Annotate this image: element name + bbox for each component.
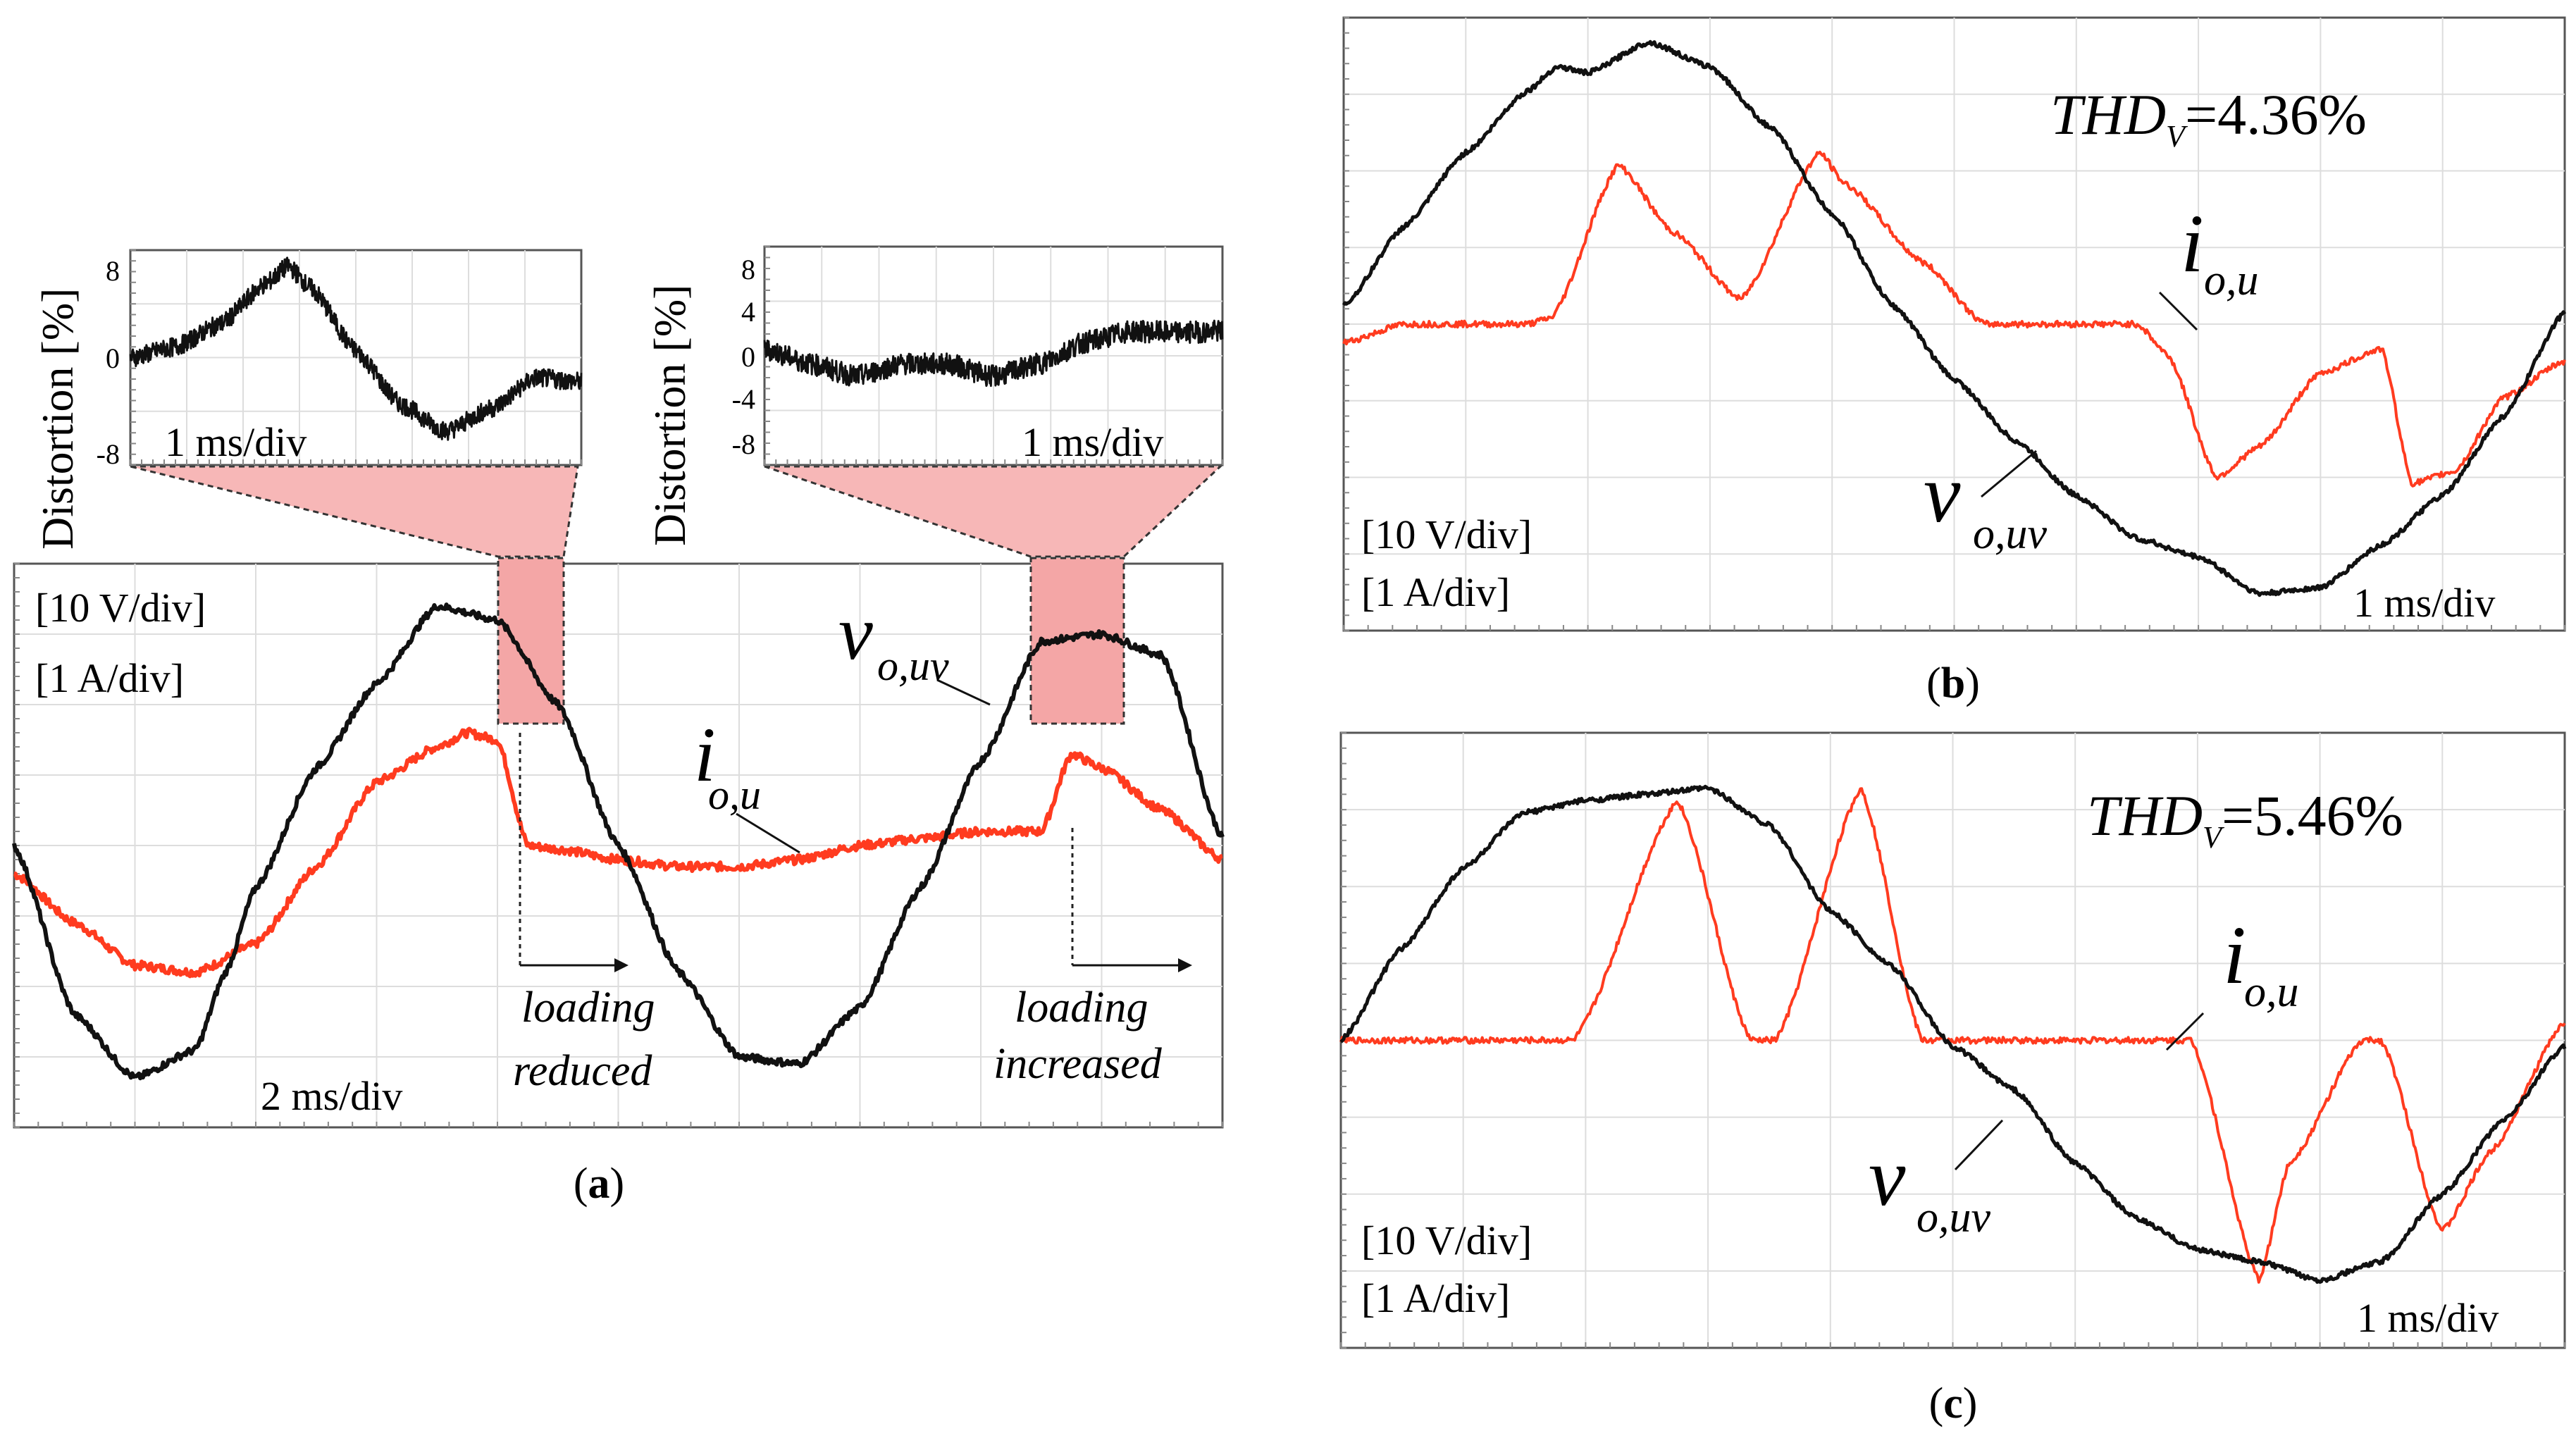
leader-i-b: [2158, 291, 2198, 331]
inset-right-grid: [764, 246, 1223, 466]
caption-b: (b): [1926, 659, 1980, 707]
series-voltage-c: [1339, 784, 2567, 1284]
inset-left-ytick-1: 8: [106, 255, 120, 287]
inset-right-time-scale: 1 ms/div: [1022, 419, 1163, 465]
panel-a-plot: [12, 602, 1225, 1081]
label-i-sub-c: o,u: [2244, 968, 2299, 1016]
inset-left-time-scale: 1 ms/div: [165, 419, 306, 465]
arrow-head-reduced: [614, 958, 628, 972]
leader-v-b: [1981, 450, 2037, 498]
label-i-main-c: i: [2223, 909, 2246, 1001]
panel-b-plot: [1342, 39, 2567, 597]
thd-b: THDV=4.36%: [2050, 82, 2367, 154]
inset-right: 8 4 0 -4 -8 1 ms/div Distortion [%]: [645, 245, 1224, 547]
label-v-main-a: v: [838, 590, 873, 676]
series-distortion-left: [129, 256, 583, 441]
leader-v-a: [936, 679, 991, 706]
label-v-main-b: v: [1924, 447, 1961, 540]
inset-right-ytick-4: -4: [732, 383, 755, 415]
leader-i-a: [736, 812, 800, 854]
label-v-sub-c: o,uv: [1916, 1194, 1991, 1241]
arrow-head-increased: [1178, 958, 1192, 972]
label-i-main-b: i: [2181, 197, 2204, 290]
panel-b-scale-amp: [1 A/div]: [1361, 569, 1510, 615]
label-v-sub-b: o,uv: [1973, 510, 2048, 558]
panel-a-time-scale: 2 ms/div: [261, 1073, 402, 1119]
panel-b-time-scale: 1 ms/div: [2353, 580, 2495, 626]
inset-right-plot: [763, 319, 1224, 388]
label-v-main-c: v: [1869, 1131, 1906, 1223]
label-i-sub-b: o,u: [2204, 256, 2259, 304]
panel-c-scale-amp: [1 A/div]: [1361, 1275, 1510, 1321]
panel-c-plot: [1339, 784, 2567, 1284]
panel-a-scale-volt: [10 V/div]: [35, 585, 206, 631]
annot-loading-2: loading: [1015, 984, 1148, 1032]
zoom-trapezoid-left: [130, 465, 579, 558]
inset-right-ytick-5: -8: [732, 428, 755, 460]
panel-c-time-scale: 1 ms/div: [2357, 1295, 2498, 1341]
panel-b-grid: [1343, 17, 2565, 631]
label-i-sub-a: o,u: [708, 772, 761, 818]
caption-c: (c): [1929, 1380, 1978, 1427]
inset-left: 8 0 -8 1 ms/div Distortion [%]: [32, 249, 583, 550]
series-voltage-a: [12, 602, 1225, 1081]
panel-a: [10 V/div] [1 A/div] 2 ms/div loading re…: [12, 465, 1225, 1208]
panel-a-scale-amp: [1 A/div]: [35, 655, 184, 701]
panel-b: THDV=4.36% [10 V/div] [1 A/div] 1 ms/div…: [1342, 16, 2567, 707]
panel-c-scale-volt: [10 V/div]: [1361, 1218, 1532, 1263]
inset-left-ytick-2: 0: [106, 342, 120, 374]
inset-right-ytick-2: 4: [741, 296, 755, 328]
series-current-c: [1339, 787, 2566, 1284]
leader-v-c: [1954, 1119, 2004, 1171]
thd-c: THDV=5.46%: [2087, 784, 2403, 855]
caption-a: (a): [574, 1160, 624, 1208]
inset-right-ytick-3: 0: [741, 341, 755, 373]
inset-left-plot: [129, 256, 583, 441]
series-voltage-b: [1342, 39, 2567, 597]
annot-loading-1: loading: [521, 984, 655, 1032]
series-current-a: [13, 726, 1224, 979]
label-v-sub-a: o,uv: [877, 643, 949, 689]
annot-reduced: reduced: [513, 1047, 652, 1095]
panel-c: THDV=5.46% [10 V/div] [1 A/div] 1 ms/div…: [1339, 731, 2567, 1427]
inset-left-grid: [130, 249, 582, 466]
label-i-main-a: i: [694, 712, 716, 798]
inset-right-ylabel: Distortion [%]: [645, 285, 695, 547]
annot-increased: increased: [993, 1040, 1163, 1088]
leader-i-c: [2165, 1012, 2205, 1051]
series-distortion-right: [763, 319, 1224, 388]
inset-left-ylabel: Distortion [%]: [32, 288, 82, 550]
zoom-trapezoid-right: [764, 465, 1223, 558]
series-current-b: [1342, 150, 2566, 488]
panel-b-scale-volt: [10 V/div]: [1361, 512, 1532, 557]
inset-left-ytick-3: -8: [97, 438, 120, 470]
inset-right-ytick-1: 8: [741, 254, 755, 285]
